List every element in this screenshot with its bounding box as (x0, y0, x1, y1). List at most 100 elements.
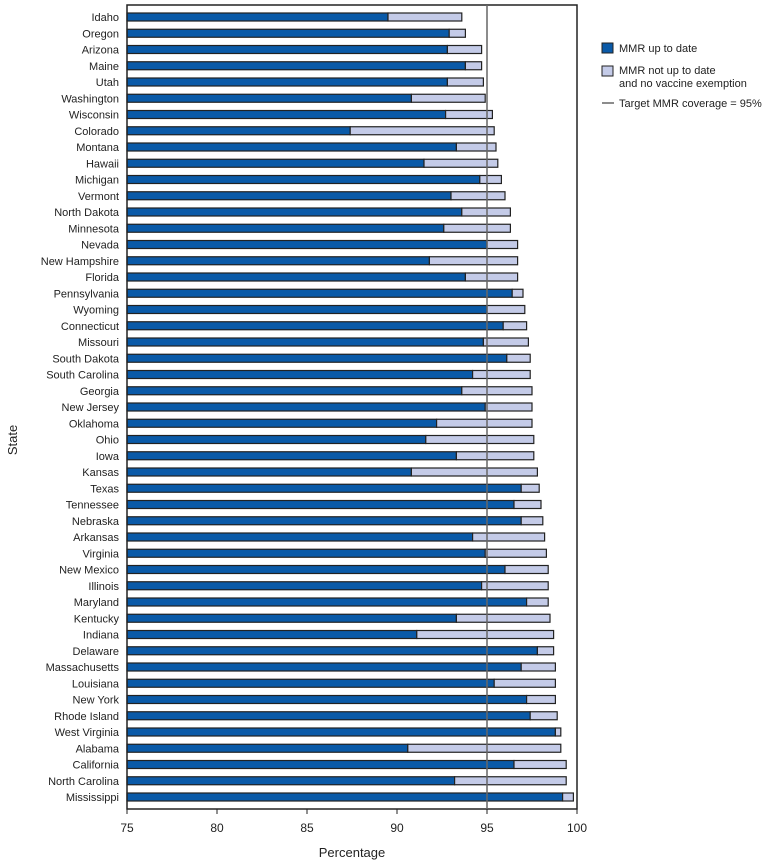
state-label: Hawaii (86, 158, 119, 170)
x-tick-label: 75 (120, 821, 134, 835)
state-label: Iowa (96, 451, 120, 463)
bar-not-up-to-date (513, 759, 567, 770)
legend-swatch-not-up-to-date (601, 65, 614, 77)
bar-not-up-to-date (482, 337, 529, 347)
state-label: Nebraska (72, 516, 120, 528)
state-label: South Carolina (46, 370, 120, 382)
bar-up-to-date (126, 337, 484, 347)
state-label: Illinois (88, 581, 119, 593)
state-label: Kentucky (74, 613, 120, 625)
bar-up-to-date (126, 434, 427, 445)
bar-up-to-date (126, 239, 488, 250)
bar-up-to-date (126, 516, 522, 526)
legend-label-target: Target MMR coverage = 95% (619, 98, 762, 110)
bar-up-to-date (126, 28, 450, 38)
bar-not-up-to-date (349, 126, 495, 136)
bar-up-to-date (126, 678, 495, 688)
bar-up-to-date (126, 207, 463, 217)
state-label: Arkansas (73, 532, 119, 544)
bar-not-up-to-date (525, 694, 556, 705)
bar-not-up-to-date (486, 304, 526, 315)
bar-not-up-to-date (454, 776, 567, 786)
bar-up-to-date (126, 304, 488, 315)
bar-not-up-to-date (455, 451, 535, 461)
bar-up-to-date (126, 321, 504, 331)
bar-up-to-date (126, 158, 425, 168)
bar-not-up-to-date (464, 272, 519, 282)
state-label: Maryland (74, 597, 119, 609)
x-tick-label: 80 (210, 821, 224, 835)
state-label: Wisconsin (69, 110, 119, 122)
bar-not-up-to-date (472, 532, 546, 542)
bar-not-up-to-date (428, 256, 519, 266)
state-label: Florida (85, 272, 120, 284)
bar-not-up-to-date (511, 288, 524, 298)
state-label: Connecticut (61, 321, 119, 333)
state-label: Missouri (78, 337, 119, 349)
bar-not-up-to-date (502, 321, 528, 331)
legend-label-not-up-to-date-line1: MMR not up to date (619, 65, 716, 77)
state-label: Vermont (78, 191, 119, 203)
bar-not-up-to-date (525, 597, 549, 607)
x-tick-label: 100 (567, 821, 587, 835)
bar-up-to-date (126, 223, 445, 233)
legend-label-up-to-date: MMR up to date (619, 43, 697, 55)
state-label: West Virginia (55, 727, 120, 739)
bar-up-to-date (126, 61, 466, 71)
bar-up-to-date (126, 451, 457, 461)
bar-up-to-date (126, 581, 483, 591)
x-axis-ticks: 75 80 85 90 95 100 (120, 809, 587, 835)
state-label: Louisiana (72, 678, 120, 690)
bar-not-up-to-date (443, 223, 511, 233)
state-label: North Dakota (54, 207, 120, 219)
bar-up-to-date (126, 44, 448, 55)
bar-not-up-to-date (520, 483, 540, 493)
bar-not-up-to-date (423, 158, 499, 168)
y-axis-label: State (5, 425, 20, 455)
bar-up-to-date (126, 646, 538, 656)
bar-not-up-to-date (484, 548, 548, 558)
bar-up-to-date (126, 743, 409, 753)
state-label: Washington (61, 93, 119, 105)
bar-not-up-to-date (472, 369, 531, 380)
bar-up-to-date (126, 532, 474, 542)
bar-up-to-date (126, 711, 531, 721)
bar-not-up-to-date (446, 77, 484, 87)
bar-not-up-to-date (513, 499, 542, 510)
bar-not-up-to-date (425, 434, 535, 445)
bar-not-up-to-date (416, 629, 555, 640)
bar-not-up-to-date (445, 109, 494, 120)
bar-up-to-date (126, 792, 564, 802)
bar-up-to-date (126, 662, 522, 672)
plot-frame (126, 4, 578, 810)
bar-up-to-date (126, 597, 528, 607)
bar-up-to-date (126, 499, 515, 510)
bar-up-to-date (126, 483, 522, 493)
bar-up-to-date (126, 12, 389, 22)
state-label: Michigan (75, 175, 119, 187)
bar-not-up-to-date (455, 613, 551, 623)
state-label: Rhode Island (54, 711, 119, 723)
x-tick-label: 85 (300, 821, 314, 835)
bar-not-up-to-date (484, 402, 533, 412)
state-label: Idaho (91, 12, 119, 24)
bar-not-up-to-date (450, 191, 506, 201)
bar-not-up-to-date (554, 727, 562, 737)
bar-up-to-date (126, 467, 412, 477)
state-label: Ohio (96, 435, 119, 447)
bar-not-up-to-date (506, 353, 531, 363)
bar-up-to-date (126, 613, 457, 623)
bar-not-up-to-date (410, 93, 486, 103)
state-label: Tennessee (66, 500, 119, 512)
bars-group (126, 12, 574, 802)
state-label: Alabama (76, 743, 120, 755)
bar-not-up-to-date (486, 239, 519, 250)
state-label: Arizona (82, 45, 120, 57)
bar-not-up-to-date (436, 418, 533, 428)
state-label: Indiana (83, 630, 120, 642)
bar-not-up-to-date (520, 662, 557, 672)
bar-up-to-date (126, 759, 515, 770)
state-label: Pennsylvania (54, 288, 120, 300)
bar-not-up-to-date (446, 44, 483, 55)
